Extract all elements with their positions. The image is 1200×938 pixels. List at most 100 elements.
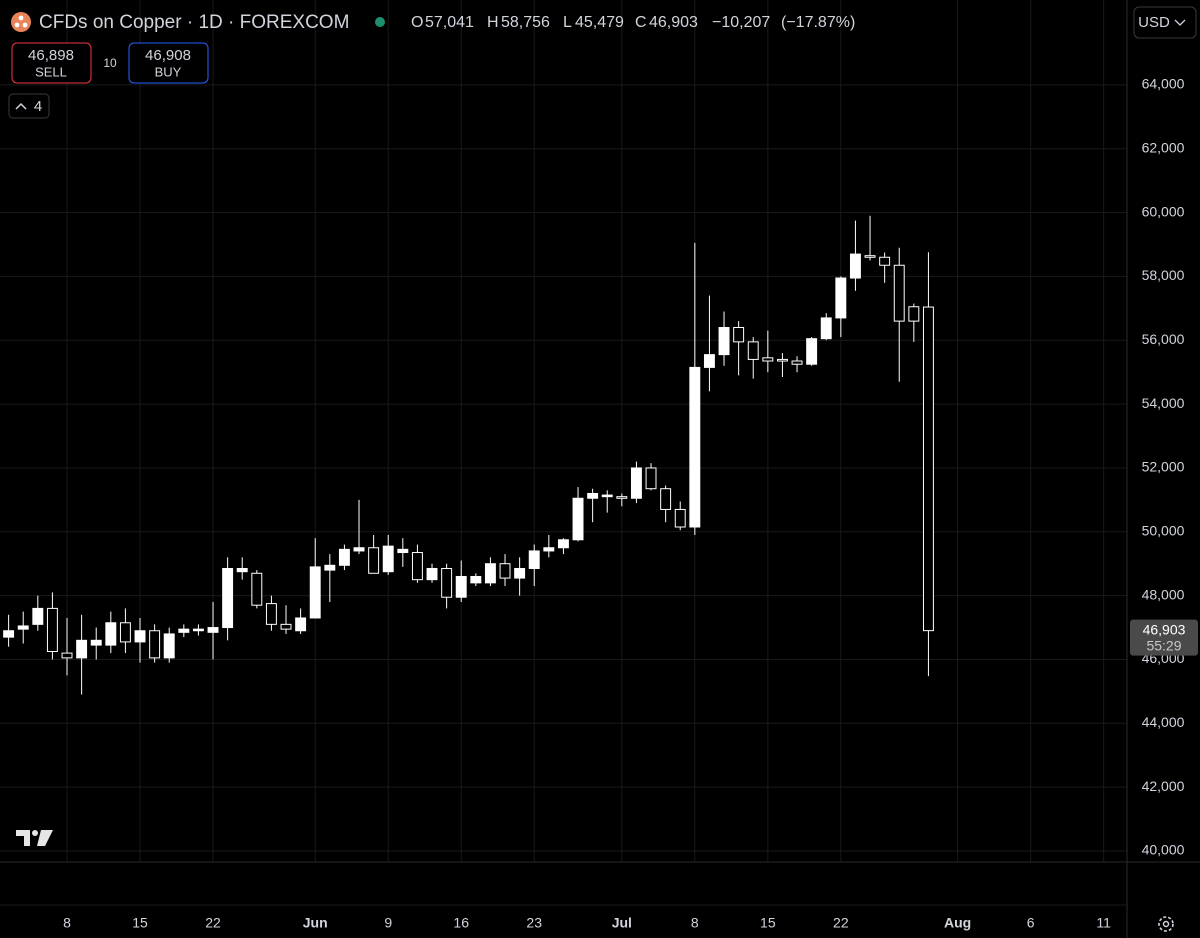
candle-body [630,467,642,499]
candle-body [76,639,88,659]
candle-body [382,545,394,573]
y-tick-label: 44,000 [1142,714,1185,730]
market-status[interactable] [375,17,385,27]
candle-body [411,552,423,581]
candle-body [3,630,15,638]
change: −10,207 [712,14,770,31]
ohlc-tag: H [487,14,499,31]
buy-button[interactable] [128,42,209,84]
candle-body [61,652,73,659]
symbol-icon-dot [14,22,20,28]
candle-body [134,630,146,643]
candle-body [353,547,365,552]
candle-body [660,488,672,510]
candle-body [572,497,584,541]
candle-body [528,550,540,569]
x-tick-label: 8 [63,915,71,931]
ohlc-value: 45,479 [575,14,624,31]
candle-body [470,575,482,584]
candle-body [222,567,234,629]
candle-body [178,628,190,633]
candles [3,215,934,695]
indicators-toggle[interactable] [8,93,50,119]
x-tick-label: 16 [453,915,469,931]
settings-button[interactable] [1158,916,1174,932]
chevron-icon [15,102,27,110]
candle-body [776,358,788,362]
sell-button[interactable] [11,42,92,84]
candle-body [338,548,350,566]
candle-body [557,539,569,549]
y-tick-label: 62,000 [1142,139,1185,155]
currency-button[interactable] [1133,6,1197,39]
ohlc-value: 58,756 [501,14,550,31]
y-tick-label: 42,000 [1142,778,1185,794]
y-tick-label: 60,000 [1142,203,1185,219]
ohlc-tag: C [635,14,647,31]
candle-body [689,366,701,528]
x-tick-label: 9 [384,915,392,931]
candle-body [426,567,438,581]
candle-body [587,492,599,499]
countdown: 55:29 [1146,637,1181,653]
sell-price: 46,898 [28,47,74,64]
candle-body [17,625,29,630]
x-tick-label: Aug [944,915,971,931]
x-tick-label: 8 [691,915,699,931]
x-tick-label: 23 [526,915,542,931]
candle-body [908,306,920,322]
grid [0,0,1127,862]
ohlc-value: 46,903 [649,14,698,31]
chevron-icon [1174,19,1186,26]
candle-body [849,253,861,279]
x-tick-label: Jun [303,915,328,931]
symbol-icon[interactable] [11,12,31,32]
candle-body [397,548,409,554]
y-tick-label: 56,000 [1142,331,1185,347]
candle-body [441,567,453,598]
quantity: 10 [103,56,117,70]
x-tick-label: Jul [612,915,632,931]
x-tick-label: 6 [1027,915,1035,931]
chart-title[interactable]: CFDs on Copper · 1D · FOREXCOM [39,12,349,33]
logo-part [32,830,38,836]
candle-body [207,627,219,633]
candle-body [703,354,715,368]
candle-body [791,360,803,365]
candle-body [236,567,248,573]
candle-body [922,306,934,632]
candle-body [718,326,730,356]
candle-body [806,338,818,365]
candle-body [163,633,175,659]
symbol-icon-dot [22,22,28,28]
candle-body [733,326,745,343]
change-percent: (−17.87%) [781,14,855,31]
y-tick-label: 64,000 [1142,76,1185,92]
candle-body [645,467,657,490]
y-tick-label: 48,000 [1142,586,1185,602]
candle-body [499,563,511,579]
candle-body [893,264,905,322]
logo[interactable] [16,830,53,846]
candle-body [835,277,847,319]
candle-body [324,564,336,571]
sell-label: SELL [35,64,67,79]
candle-body [747,341,759,360]
y-tick-label: 52,000 [1142,459,1185,475]
last-price-label: 46,903 [1143,621,1186,637]
buy-price: 46,908 [145,47,191,64]
candle-body [514,567,526,579]
y-tick-label: 58,000 [1142,267,1185,283]
candle-body [46,607,58,652]
y-tick-label: 40,000 [1142,842,1185,858]
x-tick-label: 15 [132,915,148,931]
candle-body [864,255,876,258]
candle-body [879,256,891,266]
candle-body [90,639,102,646]
candle-body [105,622,117,646]
candle-body [119,622,131,643]
ohlc-value: 57,041 [425,14,474,31]
candle-body [192,628,204,632]
